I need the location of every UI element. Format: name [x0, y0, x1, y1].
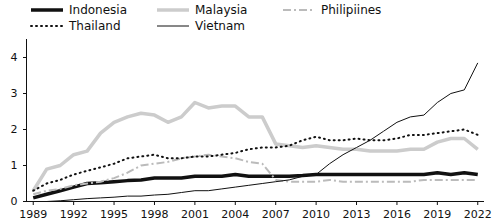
- svg-text:1995: 1995: [100, 208, 128, 221]
- svg-text:1: 1: [11, 159, 18, 172]
- html-text:Philipiines: Philipiines: [321, 3, 382, 17]
- svg-text:2001: 2001: [181, 208, 209, 221]
- svg-text:2: 2: [11, 123, 18, 136]
- svg-text:1989: 1989: [19, 208, 47, 221]
- svg-text:2013: 2013: [343, 208, 371, 221]
- svg-text:1992: 1992: [60, 208, 88, 221]
- svg-text:2007: 2007: [262, 208, 290, 221]
- svg-text:0: 0: [11, 195, 18, 208]
- html-text:Indonesia: Indonesia: [69, 3, 127, 17]
- html-text:Malaysia: Malaysia: [195, 3, 248, 17]
- svg-text:2010: 2010: [302, 208, 330, 221]
- svg-text:2022: 2022: [464, 208, 492, 221]
- svg-text:4: 4: [11, 51, 18, 64]
- html-text:Thailand: Thailand: [69, 19, 121, 33]
- svg-text:1998: 1998: [140, 208, 168, 221]
- svg-text:3: 3: [11, 87, 18, 100]
- html-text:Vietnam: Vietnam: [195, 19, 245, 33]
- svg-text:2016: 2016: [383, 208, 411, 221]
- svg-text:2019: 2019: [423, 208, 451, 221]
- svg-text:2004: 2004: [221, 208, 249, 221]
